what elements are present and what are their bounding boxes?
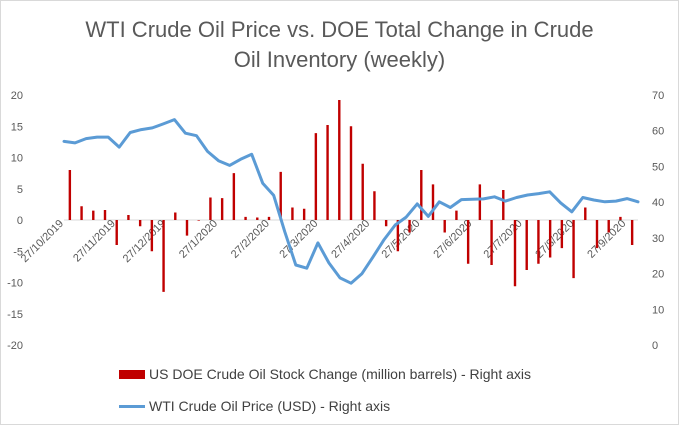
stock-change-bar xyxy=(572,220,575,279)
stock-change-bar xyxy=(560,220,564,249)
stock-change-bar xyxy=(455,210,458,220)
stock-change-bar xyxy=(525,220,528,270)
stock-change-bar xyxy=(326,125,329,220)
stock-change-bar xyxy=(232,173,236,220)
stock-change-bar xyxy=(443,220,446,233)
stock-change-bar xyxy=(138,220,142,227)
right-axis-tick-label: 70 xyxy=(652,90,664,102)
stock-change-bar xyxy=(103,210,107,220)
x-axis-tick-label: 27/11/2019 xyxy=(71,218,118,265)
stock-change-bar xyxy=(466,220,470,264)
x-axis-tick-label: 27/4/2020 xyxy=(329,218,372,261)
stock-change-bar xyxy=(302,208,306,220)
stock-change-bar xyxy=(279,171,282,220)
right-axis-tick-label: 0 xyxy=(652,340,658,352)
stock-change-bar xyxy=(490,220,493,265)
stock-change-bar xyxy=(220,198,224,220)
left-axis-tick-label: 20 xyxy=(11,90,23,102)
left-axis-tick-label: -15 xyxy=(7,309,23,321)
stock-change-bar xyxy=(431,184,435,220)
legend-swatch-bar xyxy=(119,369,145,379)
x-axis-tick-label: 27/9/2020 xyxy=(585,218,628,261)
chart-title-line-2: Oil Inventory (weekly) xyxy=(233,47,446,72)
stock-change-bar xyxy=(537,220,540,264)
right-axis-tick-label: 50 xyxy=(652,161,664,173)
stock-change-bar xyxy=(291,207,294,220)
x-axis-tick-label: 27/8/2020 xyxy=(533,218,576,261)
stock-change-bar xyxy=(548,220,552,258)
stock-change-bar xyxy=(127,215,130,220)
stock-change-bar xyxy=(185,220,189,236)
stock-change-bar xyxy=(174,212,177,220)
left-axis-tick-label: -10 xyxy=(7,278,23,290)
right-axis-tick-label: 20 xyxy=(652,269,664,281)
stock-change-bar xyxy=(373,191,376,220)
stock-change-bar xyxy=(256,217,259,220)
stock-change-bar xyxy=(115,220,118,245)
stock-change-bar xyxy=(361,163,364,220)
stock-change-bar xyxy=(92,210,95,220)
chart-legend: US DOE Crude Oil Stock Change (million b… xyxy=(119,363,639,427)
stock-change-bar xyxy=(502,190,505,220)
left-axis-tick-label: 15 xyxy=(11,121,23,133)
stock-change-bar xyxy=(630,220,634,245)
right-axis-tick-label: 30 xyxy=(652,233,664,245)
stock-change-bar xyxy=(267,216,271,220)
stock-change-bar xyxy=(607,220,610,233)
stock-change-bar xyxy=(338,100,341,220)
chart-title: WTI Crude Oil Price vs. DOE Total Change… xyxy=(1,15,678,75)
stock-change-bar xyxy=(244,216,247,220)
stock-change-bar xyxy=(68,170,72,220)
left-axis-tick-label: -5 xyxy=(13,246,23,258)
stock-change-bar xyxy=(162,220,165,292)
stock-change-bar xyxy=(150,220,154,252)
stock-change-bar xyxy=(80,206,83,220)
legend-item-stock-change: US DOE Crude Oil Stock Change (million b… xyxy=(119,363,639,385)
x-axis-tick-label: 27/7/2020 xyxy=(482,218,525,261)
legend-label-stock-change: US DOE Crude Oil Stock Change (million b… xyxy=(149,366,532,382)
x-axis-tick-label: 27/2/2020 xyxy=(229,218,272,261)
x-axis-tick-label: 27/1/2020 xyxy=(177,218,220,261)
right-axis-tick-label: 40 xyxy=(652,197,664,209)
stock-change-bar xyxy=(396,220,400,252)
left-axis-tick-label: 5 xyxy=(17,184,23,196)
legend-item-wti-price: WTI Crude Oil Price (USD) - Right axis xyxy=(119,395,639,417)
chart-title-line-1: WTI Crude Oil Price vs. DOE Total Change… xyxy=(85,17,594,42)
legend-label-wti-price: WTI Crude Oil Price (USD) - Right axis xyxy=(149,398,391,414)
right-axis-tick-label: 60 xyxy=(652,126,664,138)
stock-change-bar xyxy=(408,220,411,233)
stock-change-bar xyxy=(197,220,200,221)
stock-change-bar xyxy=(619,216,622,220)
stock-change-bar xyxy=(209,197,212,220)
stock-change-bar xyxy=(349,126,353,220)
left-axis-tick-label: 0 xyxy=(17,215,23,227)
stock-change-bar xyxy=(595,220,599,249)
right-axis-tick-label: 10 xyxy=(652,304,664,316)
stock-change-bar xyxy=(314,133,318,220)
stock-change-bar xyxy=(420,170,423,220)
stock-change-bar xyxy=(584,207,587,220)
x-axis-tick-label: 27/12/2019 xyxy=(121,218,168,265)
legend-swatch-line xyxy=(119,404,145,408)
wti-price-line xyxy=(62,118,640,285)
stock-change-bar xyxy=(478,184,482,220)
stock-change-bar xyxy=(384,220,388,227)
x-axis-tick-label: 27/10/2019 xyxy=(19,218,66,265)
left-axis-tick-label: 10 xyxy=(11,153,23,165)
left-axis-tick-label: -20 xyxy=(7,340,23,352)
stock-change-bar xyxy=(513,220,517,287)
